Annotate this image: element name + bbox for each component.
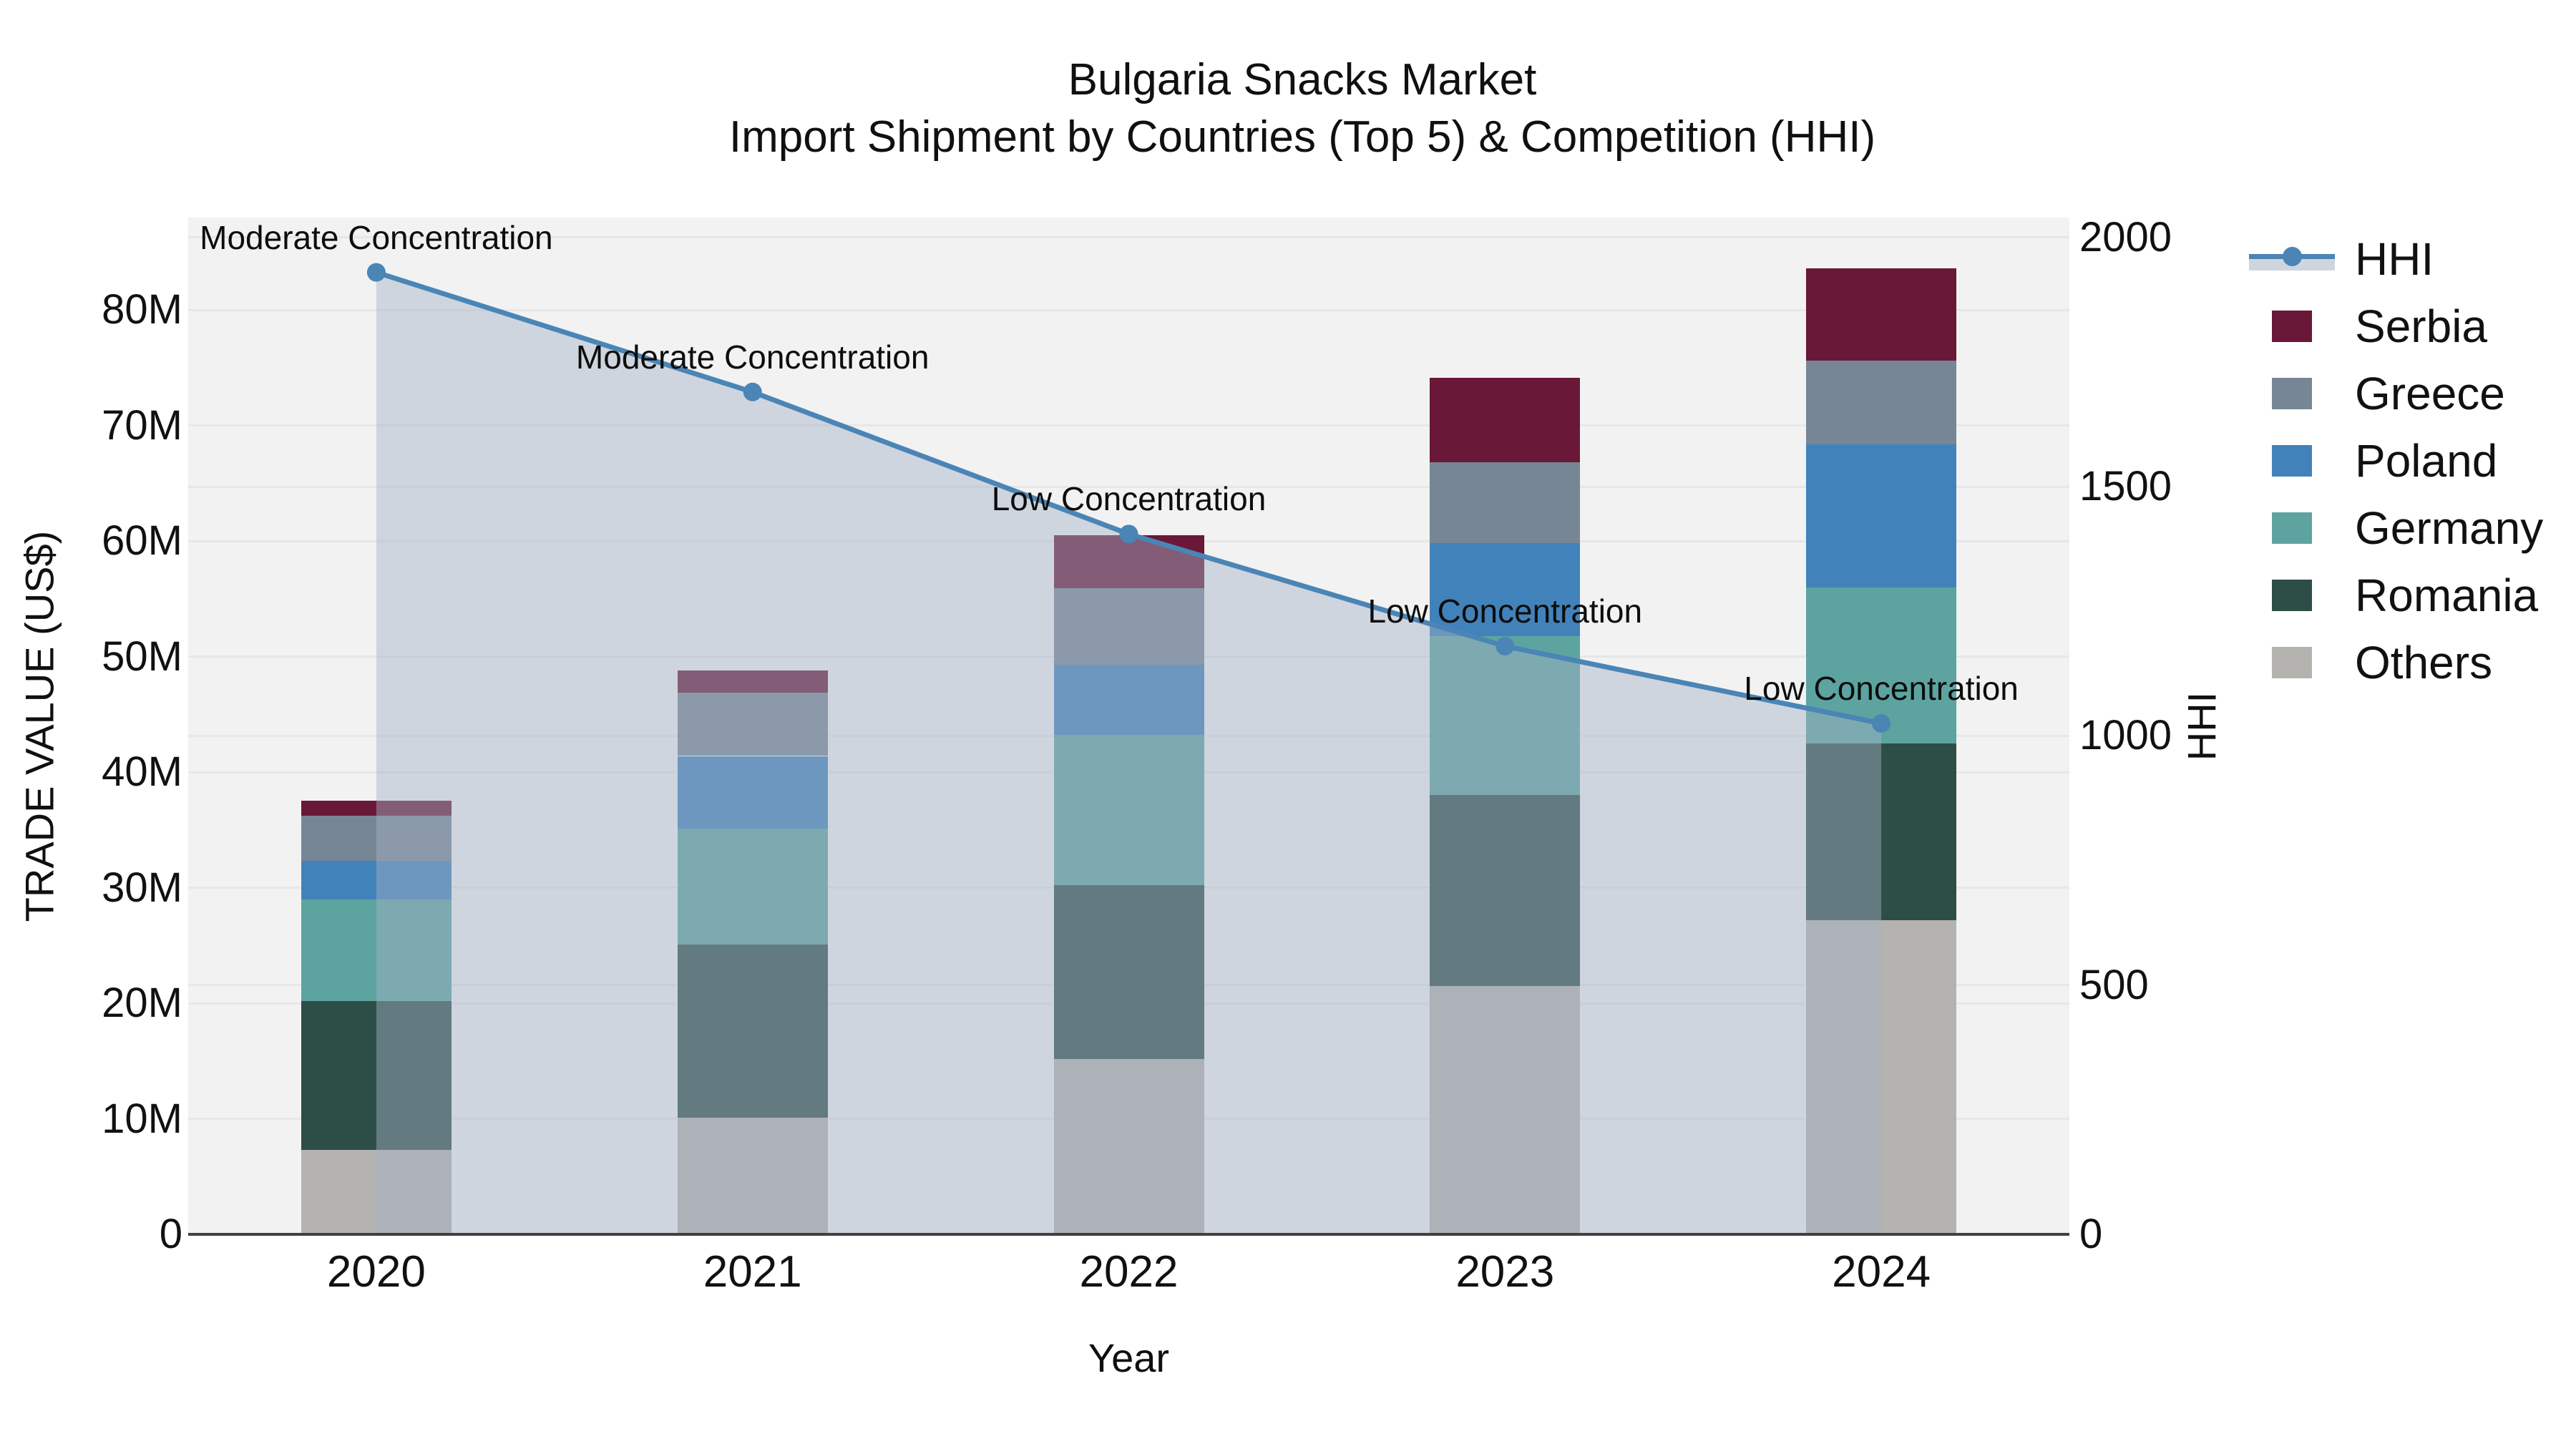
bar-segment-romania-2024 [1806, 743, 1957, 920]
bar-segment-others-2021 [677, 1117, 828, 1234]
bar-segment-serbia-2020 [301, 801, 452, 816]
legend-label-romania: Romania [2355, 570, 2539, 621]
bar-segment-others-2022 [1053, 1058, 1204, 1234]
right-tick-2000: 2000 [2079, 213, 2172, 260]
chart-title: Bulgaria Snacks Market Import Shipment b… [29, 52, 2576, 166]
bar-segment-poland-2020 [301, 861, 452, 899]
bar-segment-romania-2023 [1430, 795, 1581, 986]
x-axis-line [188, 1233, 2069, 1236]
right-tick-1000: 1000 [2079, 712, 2172, 759]
legend-label-hhi: HHI [2355, 233, 2434, 285]
bar-segment-greece-2024 [1806, 361, 1957, 444]
bar-segment-poland-2024 [1806, 444, 1957, 587]
legend-item-romania[interactable]: Romania [2247, 562, 2543, 629]
gridline [188, 236, 2069, 239]
bar-segment-greece-2022 [1053, 588, 1204, 665]
annotation-2024: Low Concentration [1744, 670, 2019, 708]
bar-segment-serbia-2023 [1430, 378, 1581, 463]
legend-label-greece: Greece [2355, 368, 2505, 419]
legend-swatch-greece [2271, 378, 2312, 409]
legend-swatch-icon [2247, 378, 2336, 409]
bar-segment-romania-2020 [301, 1000, 452, 1151]
x-axis-title: Year [1088, 1335, 1170, 1380]
hhi-marker-2020 [366, 263, 386, 282]
bar-segment-romania-2021 [677, 944, 828, 1118]
bar-segment-germany-2020 [301, 899, 452, 1001]
bar-segment-greece-2021 [677, 692, 828, 756]
legend-swatch-icon [2247, 647, 2336, 678]
legend-item-greece[interactable]: Greece [2247, 360, 2543, 427]
left-tick-50M: 50M [102, 633, 182, 680]
left-tick-0: 0 [159, 1211, 182, 1257]
bar-segment-serbia-2024 [1806, 268, 1957, 361]
right-axis-title: HHI [2179, 691, 2225, 761]
legend-item-hhi[interactable]: HHI [2247, 225, 2543, 293]
legend-item-others[interactable]: Others [2247, 629, 2543, 696]
bar-segment-others-2024 [1806, 919, 1957, 1234]
hhi-line-legend-icon [2247, 245, 2336, 273]
legend-swatch-germany [2271, 512, 2312, 544]
legend-swatch-icon [2247, 445, 2336, 477]
hhi-legend-symbol [2248, 245, 2335, 273]
bar-segment-romania-2022 [1053, 885, 1204, 1059]
legend-swatch-icon [2247, 311, 2336, 342]
hhi-marker-2021 [743, 382, 762, 401]
bar-segment-germany-2021 [677, 829, 828, 945]
right-tick-1500: 1500 [2079, 463, 2172, 510]
legend-swatch-romania [2271, 580, 2312, 611]
legend-item-serbia[interactable]: Serbia [2247, 293, 2543, 360]
x-tick-2020: 2020 [326, 1247, 426, 1297]
left-tick-30M: 30M [102, 864, 182, 911]
right-tick-500: 500 [2079, 961, 2149, 1008]
chart-title-line1: Bulgaria Snacks Market [1068, 55, 1537, 104]
legend-label-poland: Poland [2355, 435, 2498, 487]
legend-swatch-icon [2247, 580, 2336, 611]
annotation-2021: Moderate Concentration [575, 338, 930, 376]
legend-item-poland[interactable]: Poland [2247, 427, 2543, 494]
annotation-2022: Low Concentration [991, 480, 1267, 518]
annotation-2023: Low Concentration [1367, 592, 1643, 630]
legend-label-serbia: Serbia [2355, 301, 2487, 352]
x-tick-2022: 2022 [1079, 1247, 1179, 1297]
legend-label-germany: Germany [2355, 502, 2544, 554]
legend-swatch-poland [2271, 445, 2312, 477]
left-tick-70M: 70M [102, 401, 182, 449]
left-tick-10M: 10M [102, 1095, 182, 1142]
bar-segment-poland-2021 [677, 756, 828, 829]
plot-area: Moderate Concentration Moderate Concentra… [188, 218, 2069, 1234]
bar-segment-others-2020 [301, 1150, 452, 1234]
right-tick-0: 0 [2079, 1211, 2103, 1257]
x-tick-2024: 2024 [1832, 1247, 1931, 1297]
legend-item-germany[interactable]: Germany [2247, 494, 2543, 562]
bar-segment-serbia-2021 [677, 670, 828, 693]
legend-swatch-others [2271, 647, 2312, 678]
bar-segment-germany-2024 [1806, 587, 1957, 743]
legend: HHI Serbia Greece Poland Germany Romania Other… [2247, 225, 2543, 696]
chart-title-line2: Import Shipment by Countries (Top 5) & C… [728, 112, 1876, 162]
left-tick-60M: 60M [102, 517, 182, 565]
left-axis-title: TRADE VALUE (US$) [16, 530, 62, 922]
legend-swatch-icon [2247, 512, 2336, 544]
x-tick-2023: 2023 [1455, 1247, 1555, 1297]
legend-swatch-serbia [2271, 311, 2312, 342]
bar-segment-greece-2020 [301, 816, 452, 862]
bar-segment-germany-2022 [1053, 735, 1204, 886]
gridline [188, 424, 2069, 427]
bar-segment-germany-2023 [1430, 635, 1581, 796]
bar-segment-poland-2022 [1053, 664, 1204, 736]
gridline [188, 308, 2069, 311]
annotation-2020: Moderate Concentration [200, 218, 553, 256]
x-tick-2021: 2021 [703, 1247, 802, 1297]
left-tick-20M: 20M [102, 980, 182, 1027]
bar-segment-serbia-2022 [1053, 535, 1204, 589]
left-tick-40M: 40M [102, 748, 182, 796]
left-tick-80M: 80M [102, 286, 182, 333]
bar-segment-greece-2023 [1430, 462, 1581, 544]
legend-label-others: Others [2355, 637, 2493, 688]
bar-segment-others-2023 [1430, 985, 1581, 1234]
